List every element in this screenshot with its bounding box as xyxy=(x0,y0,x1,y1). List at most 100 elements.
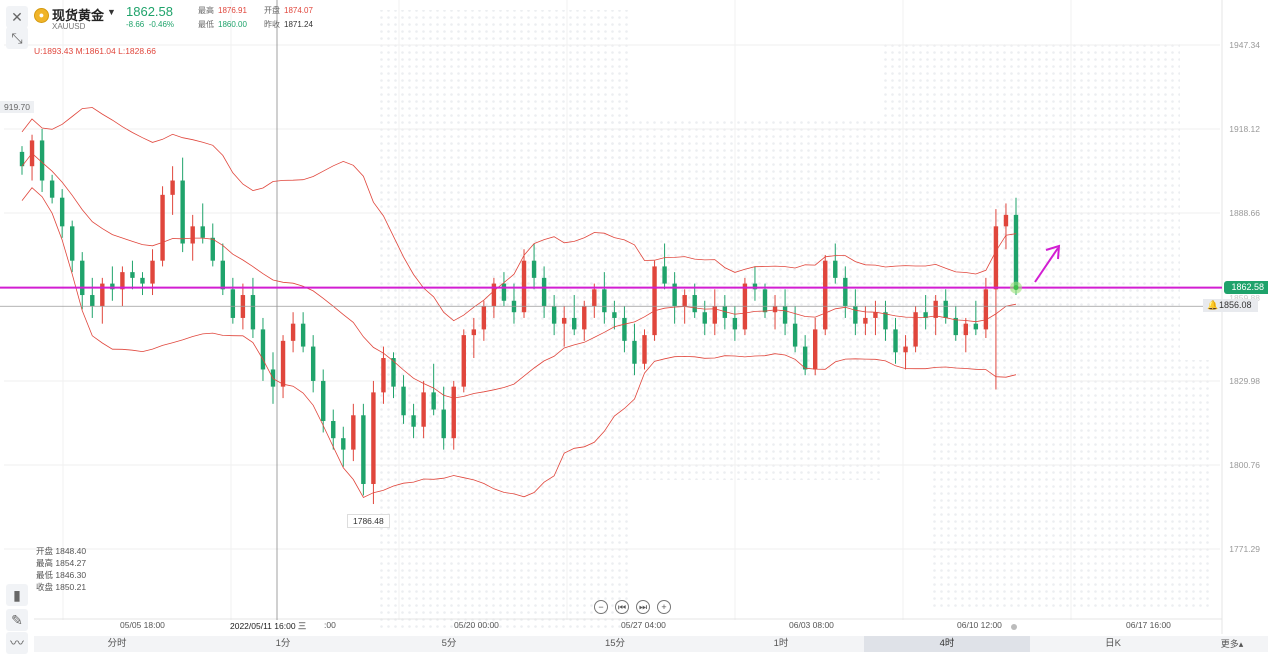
candle-body xyxy=(662,266,667,284)
candle-body xyxy=(391,358,396,387)
candle-body xyxy=(250,295,256,330)
stat-prev-close: 昨收 1871.24 xyxy=(264,19,313,30)
candle-body xyxy=(321,380,326,422)
chevron-down-icon[interactable]: ▼ xyxy=(107,7,116,17)
boll-upper-line xyxy=(21,107,1017,322)
bell-icon: 🔔 xyxy=(1207,300,1219,310)
candle-body xyxy=(100,283,105,307)
scroll-start-icon[interactable]: ⏮ xyxy=(615,600,629,614)
candle-body xyxy=(150,260,155,284)
candle-body xyxy=(421,392,426,427)
change-percent: -0.46% xyxy=(148,20,175,29)
candle-body xyxy=(903,346,908,353)
candle-body xyxy=(863,317,868,324)
candle-body xyxy=(200,226,205,238)
candle-body xyxy=(220,260,226,290)
candle-body xyxy=(39,140,45,181)
stat-low-value: 1860.00 xyxy=(218,20,247,29)
price-alert-tag[interactable]: 🔔 1856.08 xyxy=(1203,299,1258,312)
more-intervals-button[interactable]: 更多▴ xyxy=(1220,639,1244,649)
ohlc-tooltip: 开盘 1848.40 最高 1854.27 最低 1846.30 收盘 1850… xyxy=(36,545,86,593)
stat-open-label: 开盘 xyxy=(264,6,280,15)
indicator-bars-icon[interactable]: ▮ xyxy=(6,584,28,606)
drawn-arrow-shaft xyxy=(1034,247,1059,283)
candle-body xyxy=(612,312,617,318)
time-axis: 05/05 18:00 2022/05/11 16:00 三 :00 05/20… xyxy=(34,620,1222,634)
scroll-end-icon[interactable]: ⏭ xyxy=(636,600,650,614)
tab-1hour[interactable]: 1时 xyxy=(773,638,789,649)
collapse-icon[interactable]: ⤡ xyxy=(6,27,28,49)
price-change: -8.66 -0.46% xyxy=(126,20,174,29)
candle-body xyxy=(110,283,115,290)
candle-body xyxy=(300,323,306,347)
candle-body xyxy=(331,421,336,439)
candle-body xyxy=(632,340,637,364)
candle-body xyxy=(652,266,657,336)
price-axis-label: 1947.34 xyxy=(1229,40,1260,50)
candle-body xyxy=(49,180,55,198)
draw-pen-icon[interactable]: ✎ xyxy=(6,609,28,631)
candle-body xyxy=(160,194,165,261)
tab-1min[interactable]: 1分 xyxy=(275,638,291,649)
tab-5min[interactable]: 5分 xyxy=(441,638,457,649)
drawn-arrow-head xyxy=(1045,244,1061,260)
period-low-tag: 1786.48 xyxy=(347,514,390,528)
alert-price: 1856.08 xyxy=(1219,300,1252,310)
candle-body xyxy=(130,272,135,278)
line-chart-icon[interactable]: 〰 xyxy=(6,632,28,654)
candle-body xyxy=(622,317,627,341)
candle-body xyxy=(431,392,436,410)
time-label: 06/10 12:00 xyxy=(957,620,1002,630)
candle-body xyxy=(802,346,808,370)
stat-prev-close-label: 昨收 xyxy=(264,20,280,29)
candle-body xyxy=(752,283,758,290)
time-label: :00 xyxy=(324,620,336,630)
candle-body xyxy=(672,283,677,307)
stat-high-label: 最高 xyxy=(198,6,214,15)
ohlc-high: 最高 1854.27 xyxy=(36,558,87,568)
candle-body xyxy=(451,386,456,439)
symbol-name[interactable]: 现货黄金 xyxy=(52,8,105,23)
candle-body xyxy=(551,306,557,324)
stat-open: 开盘 1874.07 xyxy=(264,5,313,16)
background-map xyxy=(930,360,1210,610)
candle-body xyxy=(963,323,968,336)
tab-daily[interactable]: 日K xyxy=(1105,638,1121,649)
price-axis-label: 1859.88 xyxy=(1229,293,1260,303)
period-high-tag: 919.70 xyxy=(0,101,34,113)
candle-body xyxy=(1013,214,1019,290)
candle-body xyxy=(80,260,85,296)
stat-high: 最高 1876.91 xyxy=(198,5,247,16)
candle-body xyxy=(853,306,858,324)
time-label: 05/27 04:00 xyxy=(621,620,666,630)
candle-body xyxy=(481,306,487,330)
candle-body xyxy=(843,277,848,307)
zoom-in-icon[interactable]: + xyxy=(657,600,671,614)
candle-body xyxy=(762,289,768,313)
zoom-out-icon[interactable]: − xyxy=(594,600,608,614)
candle-body xyxy=(190,226,195,244)
candle-body xyxy=(712,306,717,324)
tab-4hour[interactable]: 4时 xyxy=(864,636,1030,652)
candle-body xyxy=(833,260,838,278)
candle-body xyxy=(873,312,878,318)
candle-body xyxy=(501,283,507,301)
stat-low-label: 最低 xyxy=(198,20,214,29)
candle-body xyxy=(973,323,979,330)
candle-body xyxy=(70,226,75,261)
time-label-crosshair: 2022/05/11 16:00 三 xyxy=(230,620,307,632)
candle-body xyxy=(682,295,687,307)
candle-body xyxy=(893,329,898,353)
candle-body xyxy=(732,317,738,330)
tab-15min[interactable]: 15分 xyxy=(604,638,626,649)
candle-body xyxy=(230,289,236,318)
candle-body xyxy=(993,226,999,290)
close-icon[interactable]: ✕ xyxy=(6,6,28,28)
gold-coin-icon: ● xyxy=(34,8,49,23)
price-axis-label: 1800.76 xyxy=(1229,460,1260,470)
tab-timeshare[interactable]: 分时 xyxy=(107,638,127,649)
candle-body xyxy=(823,260,828,330)
candle-body xyxy=(582,306,587,330)
boll-lower-line xyxy=(21,187,1017,499)
